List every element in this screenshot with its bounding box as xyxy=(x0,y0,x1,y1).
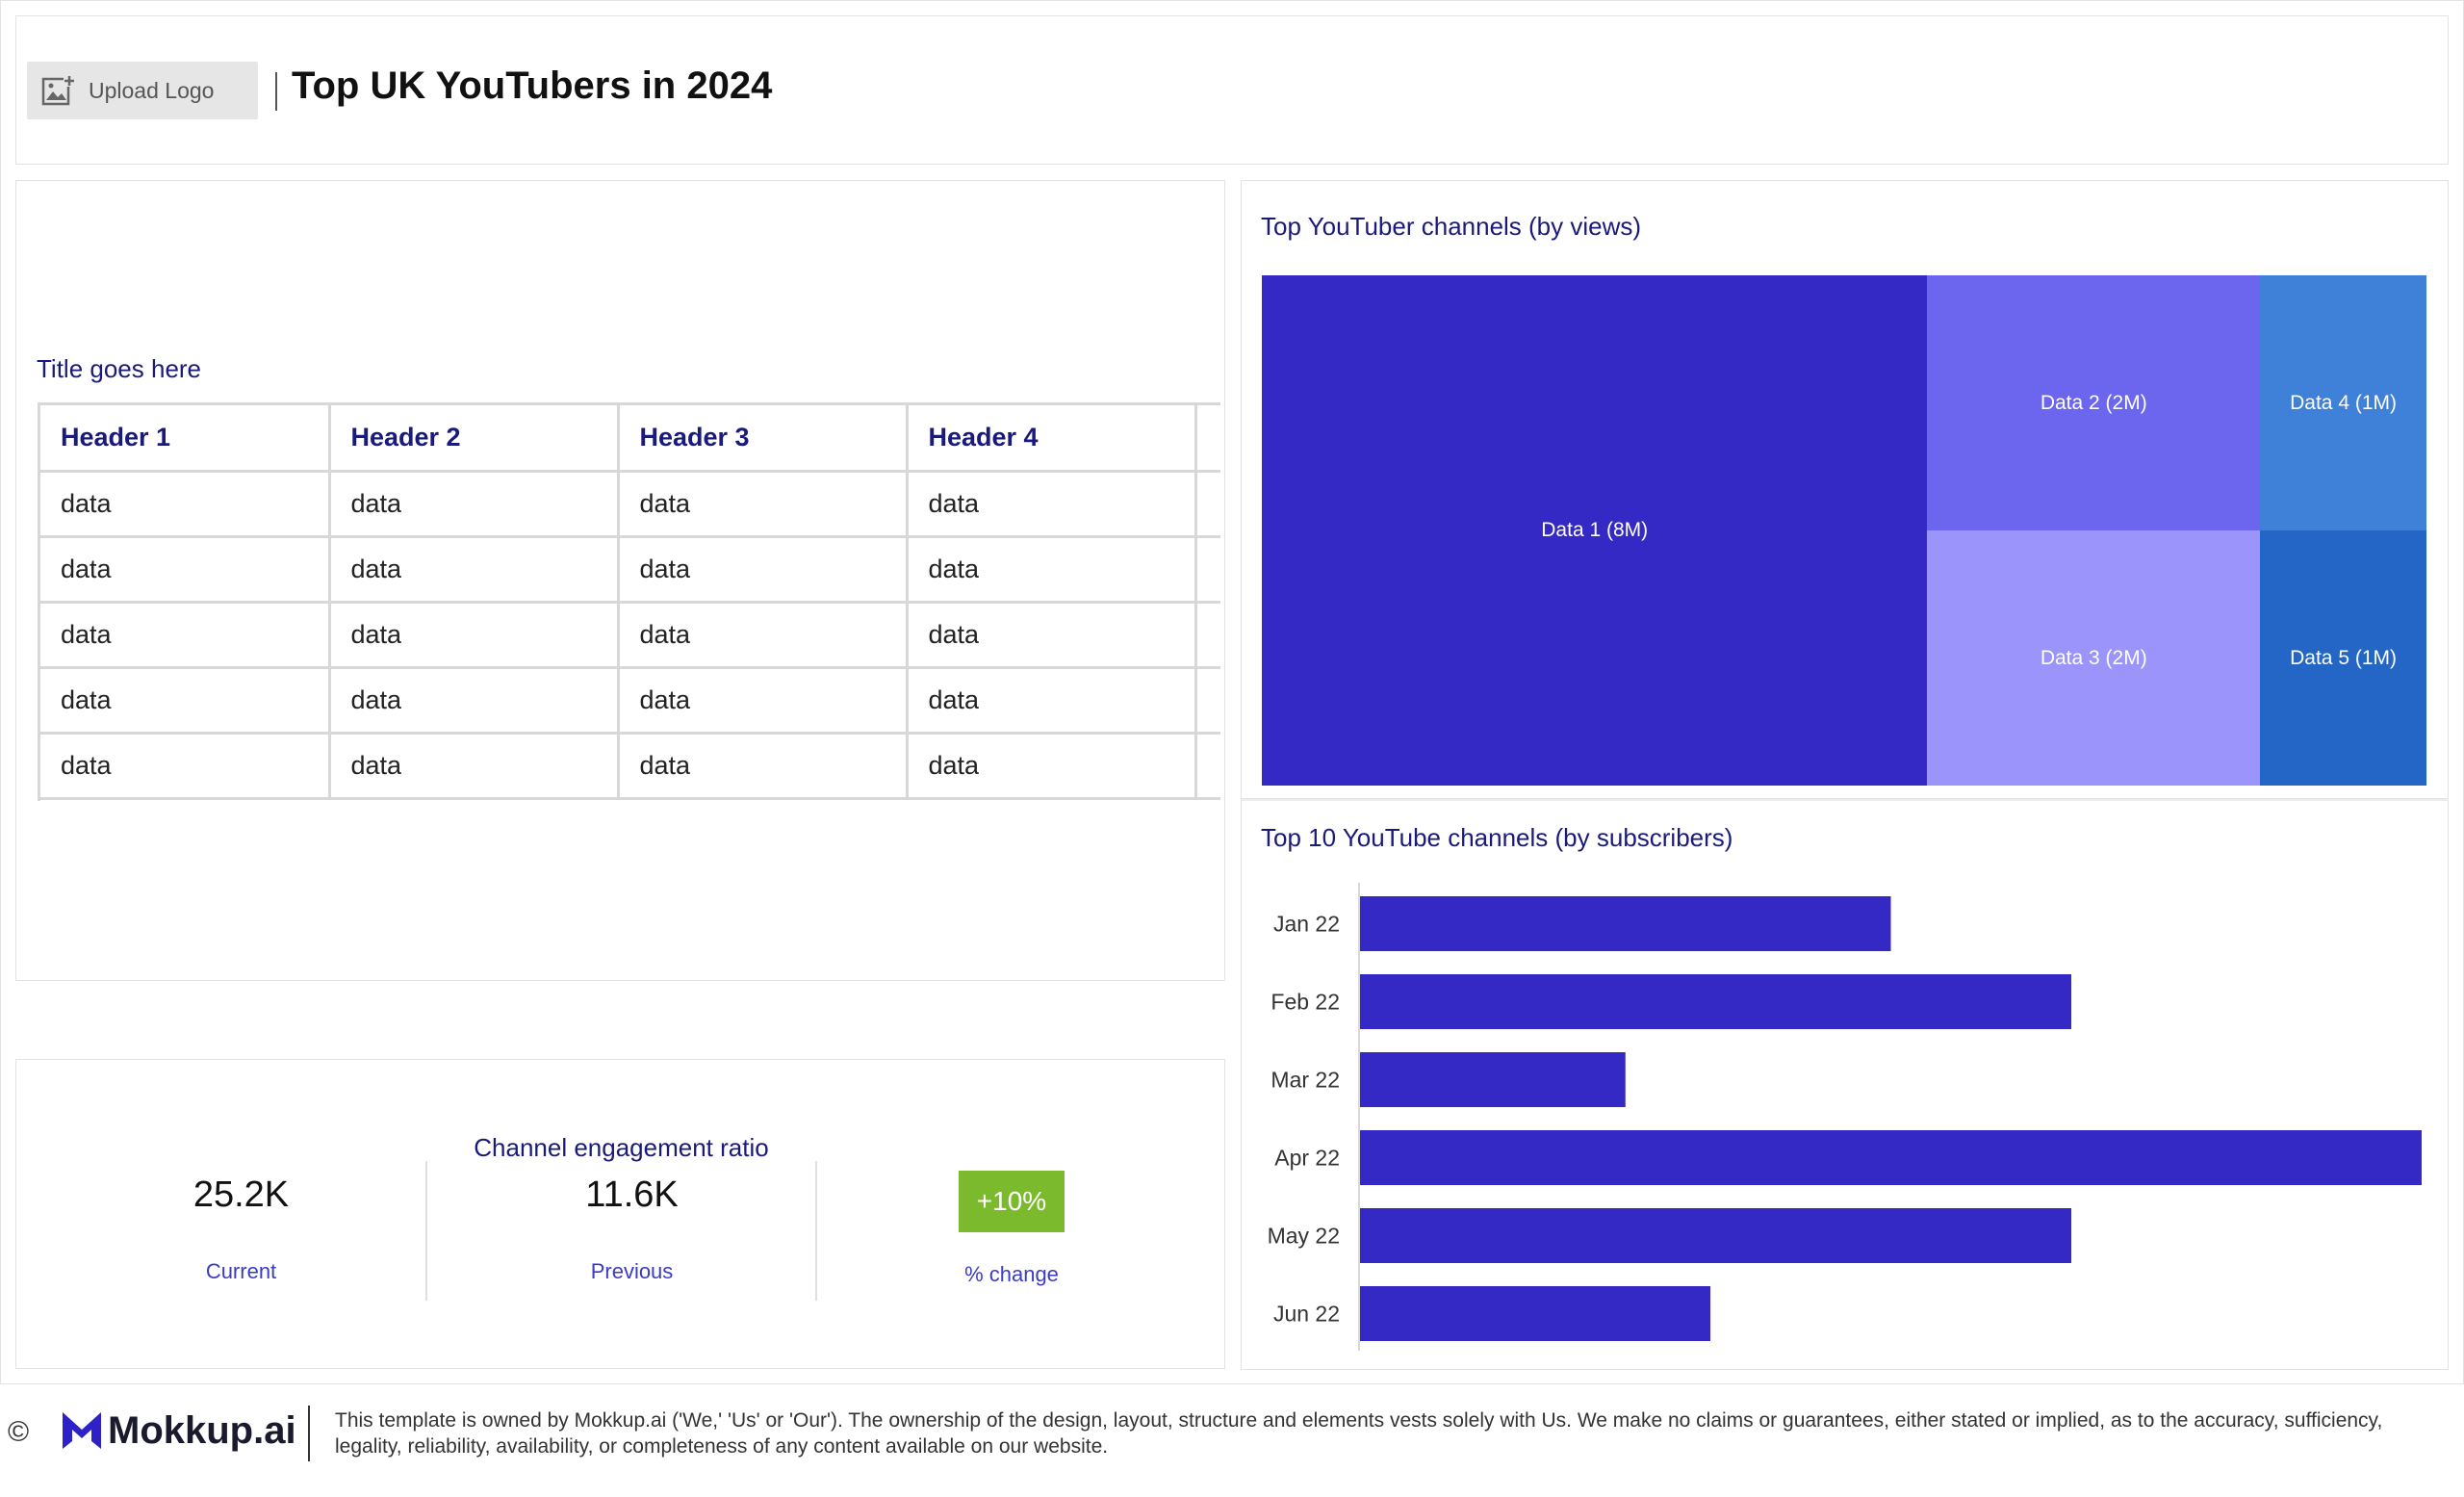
kpi-title: Channel engagement ratio xyxy=(474,1133,769,1162)
table-cell: data xyxy=(618,471,909,538)
table-header-cell[interactable]: Header 1 xyxy=(40,405,331,473)
table-cell-overflow xyxy=(1195,733,1220,800)
kpi-change-label: % change xyxy=(964,1262,1059,1286)
kpi-previous: 11.6K Previous xyxy=(437,1161,827,1305)
footer-divider xyxy=(308,1406,310,1461)
table-header-cell-overflow xyxy=(1195,405,1220,473)
bar[interactable] xyxy=(1360,1286,1710,1341)
table-cell: data xyxy=(40,667,331,735)
bar[interactable] xyxy=(1360,1052,1626,1107)
bar-chart-title: Top 10 YouTube channels (by subscribers) xyxy=(1261,823,1733,852)
table-cell: data xyxy=(618,536,909,604)
header-bar: Upload Logo Top UK YouTubers in 2024 xyxy=(15,15,2449,165)
table-row: data data data data xyxy=(40,667,1220,735)
treemap-tile[interactable]: Data 5 (1M) xyxy=(2260,530,2426,786)
treemap-tile-label: Data 1 (8M) xyxy=(1541,519,1649,541)
treemap-panel: Top YouTuber channels (by views) Data 1 … xyxy=(1241,180,2449,799)
bar[interactable] xyxy=(1360,974,2072,1029)
treemap-tile[interactable]: Data 2 (2M) xyxy=(1927,275,2261,530)
table-cell: data xyxy=(618,667,909,735)
table-header-cell[interactable]: Header 4 xyxy=(907,405,1197,473)
table-title: Title goes here xyxy=(37,354,202,383)
bar[interactable] xyxy=(1360,1208,2072,1263)
table-cell: data xyxy=(618,733,909,800)
bar-chart: Jan 22 Feb 22 Mar 22 Apr 22 May 22 Jun 22 xyxy=(1268,883,2422,1351)
kpi-divider xyxy=(425,1161,427,1301)
treemap-tile[interactable]: Data 1 (8M) xyxy=(1262,275,1928,786)
kpi-previous-label: Previous xyxy=(590,1259,674,1283)
table-cell-overflow xyxy=(1195,602,1220,669)
brand-name: Mokkup.ai xyxy=(108,1408,296,1452)
kpi-previous-value: 11.6K xyxy=(585,1174,679,1215)
bar[interactable] xyxy=(1360,1130,2422,1185)
treemap-tile[interactable]: Data 4 (1M) xyxy=(2260,275,2426,530)
treemap-chart: Data 1 (8M) Data 2 (2M) Data 3 (2M) Data 4 … xyxy=(1262,275,2426,786)
table-cell: data xyxy=(40,471,331,538)
bar-chart-panel: Top 10 YouTube channels (by subscribers)… xyxy=(1241,799,2449,1370)
bar-category-label: Apr 22 xyxy=(1274,1146,1340,1171)
mokkup-logo-icon xyxy=(63,1412,101,1449)
table-cell: data xyxy=(618,602,909,669)
treemap-tile[interactable]: Data 3 (2M) xyxy=(1927,530,2261,786)
image-upload-icon xyxy=(41,75,75,106)
table-cell: data xyxy=(40,602,331,669)
bar-category-label: Mar 22 xyxy=(1270,1068,1340,1093)
bar-category-label: May 22 xyxy=(1268,1224,1340,1249)
table-cell: data xyxy=(329,471,620,538)
kpi-panel: Channel engagement ratio 25.2K Current 1… xyxy=(15,1059,1225,1369)
treemap-tile-label: Data 4 (1M) xyxy=(2290,391,2397,414)
table-cell-overflow xyxy=(1195,536,1220,604)
table-header-cell[interactable]: Header 3 xyxy=(618,405,909,473)
table-cell: data xyxy=(329,667,620,735)
kpi-change-badge: +10% xyxy=(959,1171,1065,1232)
footer-disclaimer: This template is owned by Mokkup.ai ('We… xyxy=(335,1409,2383,1458)
table-cell: data xyxy=(907,602,1197,669)
page-title: Top UK YouTubers in 2024 xyxy=(292,65,773,107)
table-panel: Title goes here Header 1 Header 2 Header… xyxy=(15,180,1225,981)
table-cell: data xyxy=(907,667,1197,735)
kpi-divider xyxy=(815,1161,817,1301)
table-cell: data xyxy=(907,536,1197,604)
table-cell-overflow xyxy=(1195,667,1220,735)
upload-logo-label: Upload Logo xyxy=(89,77,215,103)
kpi-current-label: Current xyxy=(205,1259,277,1283)
table-row: data data data data xyxy=(40,602,1220,669)
bar-category-label: Jan 22 xyxy=(1273,912,1340,937)
bar-category-label: Jun 22 xyxy=(1273,1302,1340,1327)
table-cell: data xyxy=(907,733,1197,800)
bar[interactable] xyxy=(1360,896,1891,951)
table-cell: data xyxy=(329,602,620,669)
table-cell: data xyxy=(329,536,620,604)
treemap-tile-label: Data 5 (1M) xyxy=(2290,646,2397,669)
upload-logo-button[interactable]: Upload Logo xyxy=(27,62,258,119)
kpi-current-value: 25.2K xyxy=(192,1174,290,1215)
brand-logo[interactable]: Mokkup.ai xyxy=(60,1408,296,1453)
table-row: data data data data xyxy=(40,733,1220,800)
table-cell: data xyxy=(40,733,331,800)
data-table: Header 1 Header 2 Header 3 Header 4 data… xyxy=(38,402,1220,801)
kpi-current: 25.2K Current xyxy=(46,1161,436,1305)
copyright-symbol: © xyxy=(8,1416,30,1448)
table-cell: data xyxy=(40,536,331,604)
treemap-tile-label: Data 3 (2M) xyxy=(2040,646,2147,669)
treemap-title: Top YouTuber channels (by views) xyxy=(1261,212,1642,241)
table-cell: data xyxy=(329,733,620,800)
table-cell-overflow xyxy=(1195,471,1220,538)
header-divider xyxy=(275,72,277,111)
table-row: data data data data xyxy=(40,471,1220,538)
bar-category-label: Feb 22 xyxy=(1270,990,1340,1015)
table-row: data data data data xyxy=(40,536,1220,604)
table-header-row: Header 1 Header 2 Header 3 Header 4 xyxy=(40,405,1220,473)
treemap-tile-label: Data 2 (2M) xyxy=(2040,391,2147,414)
table-cell: data xyxy=(907,471,1197,538)
table-header-cell[interactable]: Header 2 xyxy=(329,405,620,473)
